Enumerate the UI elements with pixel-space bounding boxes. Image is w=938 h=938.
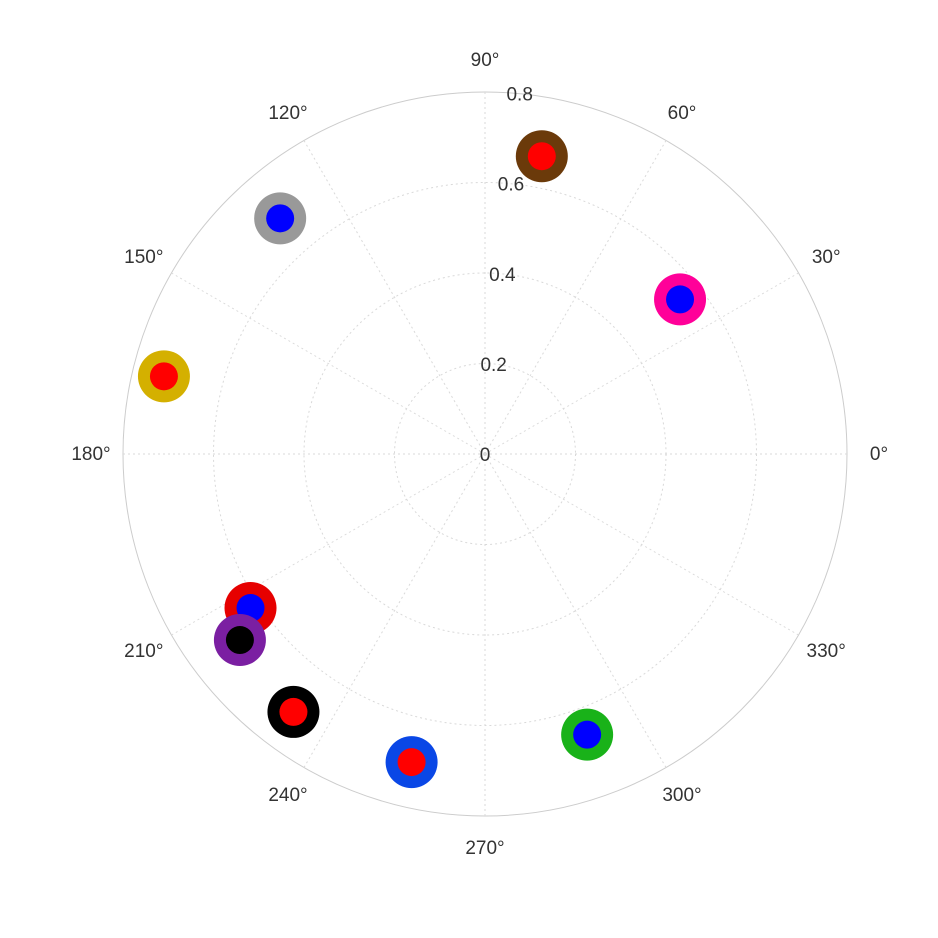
r-tick-label: 0.4 [489, 265, 516, 286]
theta-tick-label: 240° [268, 785, 307, 806]
theta-tick-label: 90° [471, 50, 500, 71]
theta-tick-label: 0° [870, 444, 888, 465]
theta-grid-spoke [484, 453, 799, 636]
data-point-inner-marker [225, 626, 254, 655]
data-points [137, 130, 707, 789]
polar-grid [122, 91, 848, 817]
theta-tick-label: 180° [71, 444, 110, 465]
theta-grid-spoke [484, 272, 799, 455]
data-point-inner-marker [527, 142, 556, 171]
data-point-inner-marker [266, 204, 295, 233]
data-point [137, 350, 190, 403]
data-point [515, 130, 568, 183]
data-point [385, 736, 438, 789]
tick-labels: 0° 30° 60° 90° 120° 150° 180° 210° 240° 270° 300° 3… [71, 50, 888, 859]
data-point [213, 614, 266, 667]
data-point [561, 708, 614, 761]
r-tick-label: 0.6 [498, 175, 524, 196]
r-tick-label: 0.8 [506, 85, 532, 106]
theta-tick-label: 120° [268, 103, 307, 124]
data-point [254, 192, 307, 245]
theta-grid-spoke [303, 453, 486, 768]
theta-tick-label: 270° [465, 838, 504, 859]
theta-tick-label: 300° [662, 785, 701, 806]
theta-grid-spoke [171, 453, 486, 636]
theta-tick-label: 150° [124, 247, 163, 268]
data-point-inner-marker [573, 720, 602, 749]
theta-tick-label: 60° [668, 103, 697, 124]
r-tick-label: 0.2 [480, 355, 506, 376]
theta-grid-spoke [484, 140, 667, 455]
data-point-inner-marker [279, 697, 308, 726]
data-point-inner-marker [666, 285, 695, 314]
theta-tick-label: 330° [807, 641, 846, 662]
data-point [267, 685, 320, 738]
r-tick-label: 0 [480, 445, 491, 466]
data-point-inner-marker [397, 748, 426, 777]
theta-grid-spoke [303, 140, 486, 455]
data-point-inner-marker [149, 362, 178, 391]
data-point [654, 273, 707, 326]
theta-tick-label: 210° [124, 641, 163, 662]
theta-grid-spoke [484, 453, 667, 768]
theta-tick-label: 30° [812, 247, 841, 268]
theta-grid-spoke [171, 272, 486, 455]
